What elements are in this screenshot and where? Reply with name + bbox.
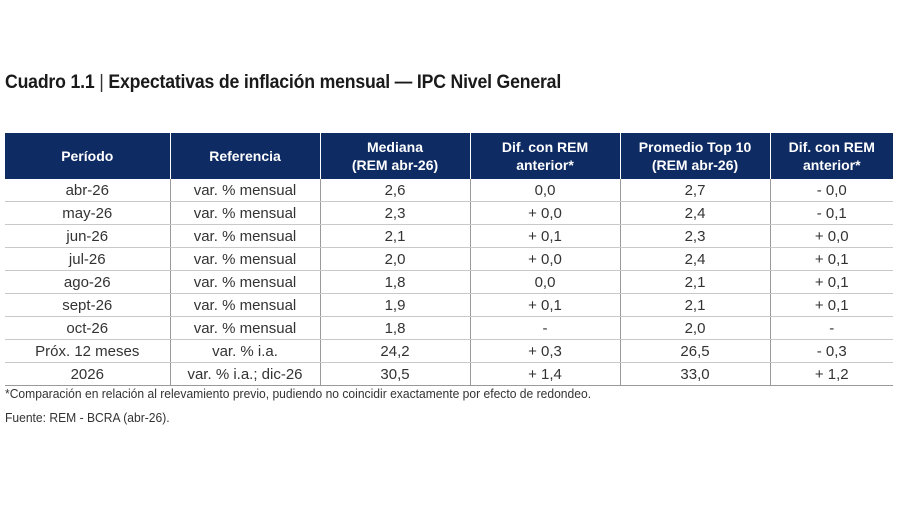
cell-dif-mediana: 0,0	[469, 179, 620, 202]
cell-mediana: 2,6	[319, 179, 470, 202]
cell-dif-mediana: + 0,1	[469, 293, 620, 317]
cell-referencia: var. % mensual	[169, 247, 320, 271]
cell-referencia: var. % mensual	[169, 293, 320, 317]
header-dif-mediana: Dif. con REM anterior*	[469, 133, 620, 179]
cell-referencia: var. % i.a.	[169, 339, 320, 363]
cell-periodo: jul-26	[5, 247, 170, 271]
cell-dif-mediana: -	[469, 316, 620, 340]
cell-mediana: 2,0	[319, 247, 470, 271]
table-row: sept-26 var. % mensual 1,9 + 0,1 2,1 + 0…	[5, 293, 893, 317]
cell-promedio: 2,4	[619, 247, 770, 271]
cell-promedio: 2,3	[619, 224, 770, 248]
header-promedio-top10: Promedio Top 10 (REM abr-26)	[619, 133, 770, 179]
cell-referencia: var. % mensual	[169, 316, 320, 340]
table-header-row: Período Referencia Mediana (REM abr-26) D…	[5, 133, 893, 179]
cell-periodo: Próx. 12 meses	[5, 339, 170, 363]
cell-dif-promedio: + 0,1	[769, 270, 893, 294]
cell-promedio: 2,7	[619, 179, 770, 202]
cell-dif-mediana: + 1,4	[469, 362, 620, 386]
cell-promedio: 33,0	[619, 362, 770, 386]
cell-referencia: var. % mensual	[169, 179, 320, 202]
cell-dif-promedio: + 0,0	[769, 224, 893, 248]
header-referencia: Referencia	[169, 133, 320, 179]
cell-dif-mediana: + 0,1	[469, 224, 620, 248]
cell-dif-mediana: + 0,0	[469, 201, 620, 225]
cell-periodo: jun-26	[5, 224, 170, 248]
cell-promedio: 2,1	[619, 270, 770, 294]
cell-referencia: var. % mensual	[169, 270, 320, 294]
cell-referencia: var. % mensual	[169, 224, 320, 248]
cell-dif-promedio: - 0,3	[769, 339, 893, 363]
cell-mediana: 2,3	[319, 201, 470, 225]
table-row: jul-26 var. % mensual 2,0 + 0,0 2,4 + 0,…	[5, 247, 893, 271]
cell-periodo: oct-26	[5, 316, 170, 340]
cell-promedio: 2,4	[619, 201, 770, 225]
cell-referencia: var. % i.a.; dic-26	[169, 362, 320, 386]
title-prefix: Cuadro 1.1	[5, 72, 95, 93]
footnote: *Comparación en relación al relevamiento…	[5, 386, 592, 401]
cell-dif-mediana: + 0,0	[469, 247, 620, 271]
cell-periodo: 2026	[5, 362, 170, 386]
cell-mediana: 1,8	[319, 270, 470, 294]
cell-dif-promedio: -	[769, 316, 893, 340]
title-text: Expectativas de inflación mensual — IPC …	[108, 72, 562, 93]
cell-referencia: var. % mensual	[169, 201, 320, 225]
table-row: Próx. 12 meses var. % i.a. 24,2 + 0,3 26…	[5, 339, 893, 363]
cell-promedio: 2,0	[619, 316, 770, 340]
cell-mediana: 30,5	[319, 362, 470, 386]
source-note: Fuente: REM - BCRA (abr-26).	[5, 410, 170, 425]
title-separator: |	[99, 72, 104, 93]
cell-dif-mediana: 0,0	[469, 270, 620, 294]
cell-mediana: 2,1	[319, 224, 470, 248]
header-dif-top10: Dif. con REM anterior*	[769, 133, 893, 179]
table-row: oct-26 var. % mensual 1,8 - 2,0 -	[5, 316, 893, 340]
table-row: ago-26 var. % mensual 1,8 0,0 2,1 + 0,1	[5, 270, 893, 294]
cell-dif-promedio: - 0,0	[769, 179, 893, 202]
cell-periodo: may-26	[5, 201, 170, 225]
cell-periodo: sept-26	[5, 293, 170, 317]
cell-periodo: ago-26	[5, 270, 170, 294]
cell-dif-promedio: + 0,1	[769, 247, 893, 271]
table-row: jun-26 var. % mensual 2,1 + 0,1 2,3 + 0,…	[5, 224, 893, 248]
cell-dif-promedio: + 0,1	[769, 293, 893, 317]
header-periodo: Período	[5, 133, 170, 179]
table-title: Cuadro 1.1 | Expectativas de inflación m…	[5, 72, 561, 94]
cell-dif-promedio: - 0,1	[769, 201, 893, 225]
cell-dif-promedio: + 1,2	[769, 362, 893, 386]
table-row: 2026 var. % i.a.; dic-26 30,5 + 1,4 33,0…	[5, 362, 893, 386]
cell-mediana: 24,2	[319, 339, 470, 363]
cell-promedio: 26,5	[619, 339, 770, 363]
table-row: may-26 var. % mensual 2,3 + 0,0 2,4 - 0,…	[5, 201, 893, 225]
inflation-expectations-table: Período Referencia Mediana (REM abr-26) D…	[5, 133, 893, 386]
cell-promedio: 2,1	[619, 293, 770, 317]
cell-dif-mediana: + 0,3	[469, 339, 620, 363]
cell-periodo: abr-26	[5, 179, 170, 202]
table-row: abr-26 var. % mensual 2,6 0,0 2,7 - 0,0	[5, 179, 893, 202]
header-mediana: Mediana (REM abr-26)	[319, 133, 470, 179]
cell-mediana: 1,9	[319, 293, 470, 317]
cell-mediana: 1,8	[319, 316, 470, 340]
